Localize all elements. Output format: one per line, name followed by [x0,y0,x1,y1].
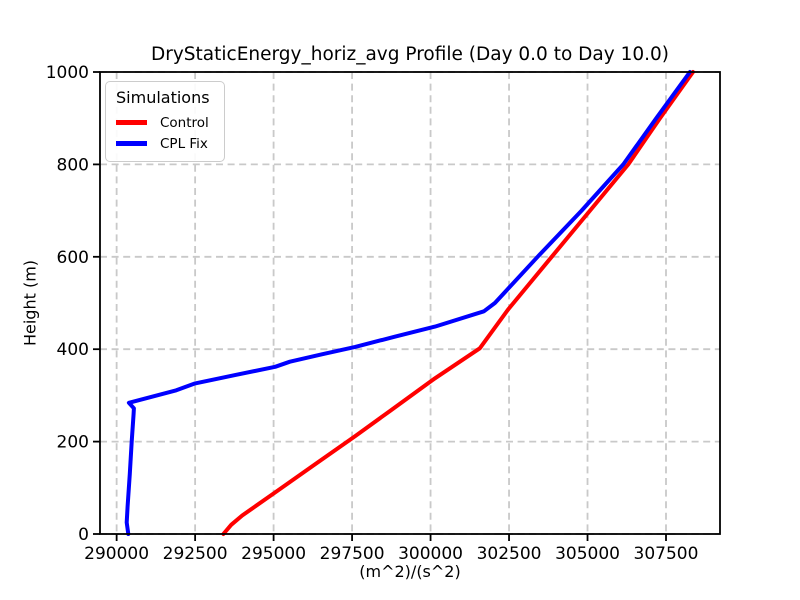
legend-item-cpl-fix: CPL Fix [116,133,210,154]
cpl-fix-line-swatch [116,141,147,146]
control-line-swatch [116,120,147,125]
x-tick-label: 300000 [398,544,463,564]
y-tick-label: 600 [57,248,89,268]
x-tick-label: 305000 [555,544,620,564]
legend: Simulations Control CPL Fix [105,81,225,162]
x-tick-label: 290000 [84,544,149,564]
plot-border [99,71,721,535]
legend-label-cpl-fix: CPL Fix [160,135,208,152]
y-tick-label: 0 [78,525,89,545]
y-tick-label: 800 [57,155,89,175]
x-tick-label: 302500 [477,544,542,564]
x-tick-label: 292500 [163,544,228,564]
x-tick-label: 297500 [320,544,385,564]
y-tick-label: 400 [57,340,89,360]
legend-item-control: Control [116,112,210,133]
series-line-control [221,70,695,536]
series-line-cpl-fix [124,70,692,536]
x-tick-label: 295000 [241,544,306,564]
x-tick-label: 307500 [634,544,699,564]
y-axis-label: Height (m) [20,259,40,347]
legend-label-control: Control [160,114,209,131]
y-tick-label: 1000 [46,63,89,83]
legend-title: Simulations [116,88,210,107]
x-axis-label: (m^2)/(s^2) [359,562,461,581]
chart-title: DryStaticEnergy_horiz_avg Profile (Day 0… [151,44,669,65]
y-tick-label: 200 [57,433,89,453]
